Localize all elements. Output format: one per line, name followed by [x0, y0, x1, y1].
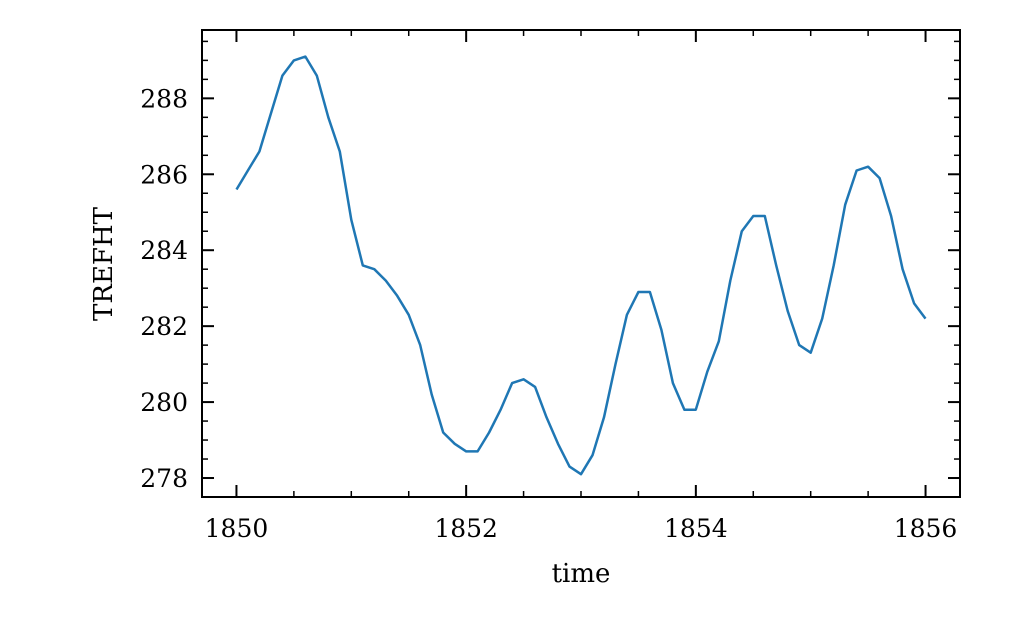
series-group	[235, 55, 927, 476]
y-tick-label: 284	[140, 236, 188, 265]
plot-frame	[201, 29, 961, 498]
y-tick-label: 278	[140, 464, 188, 493]
x-tick-label: 1850	[205, 514, 269, 543]
y-tick-label: 286	[140, 160, 188, 189]
y-tick-label: 288	[140, 84, 188, 113]
y-tick-label: 280	[140, 388, 188, 417]
y-tick-label: 282	[140, 312, 188, 341]
tick-labels: 1850 1852 1854 1856 278 280 282 284 286 288	[140, 84, 957, 543]
axis-ticks	[202, 30, 960, 498]
x-tick-label: 1854	[664, 514, 728, 543]
series-line	[235, 55, 927, 476]
x-axis-label: time	[552, 559, 611, 589]
y-axis-label: TREFHT	[89, 206, 119, 321]
x-tick-label: 1852	[434, 514, 498, 543]
x-tick-label: 1856	[894, 514, 958, 543]
